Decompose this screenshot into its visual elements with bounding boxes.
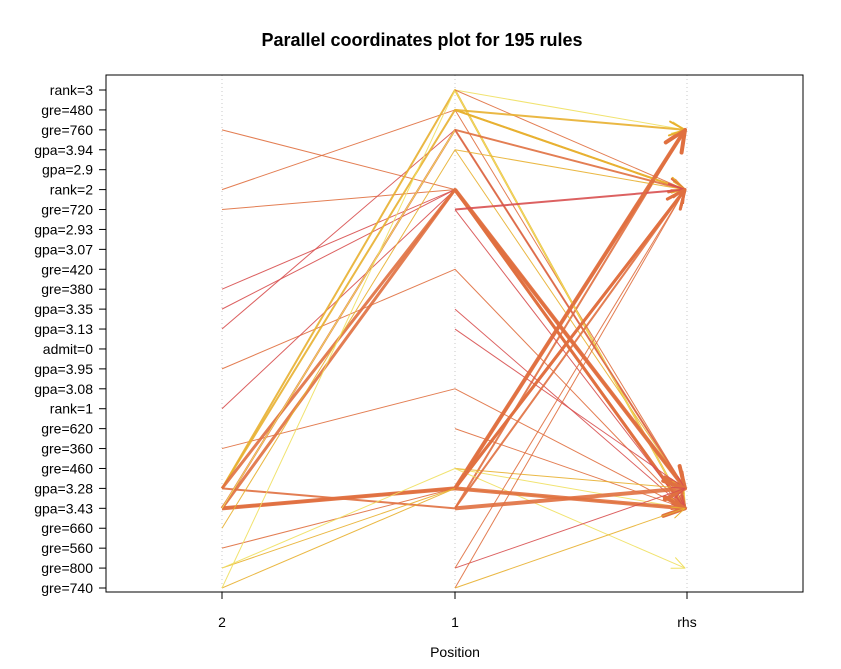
single-rule-line-10 — [454, 209, 686, 509]
y-tick-label: gpa=3.08 — [34, 381, 93, 397]
grid-layer — [221, 75, 688, 592]
rule-line-10 — [221, 108, 686, 489]
y-tick-label: rank=1 — [50, 401, 93, 417]
rule-line-17 — [221, 129, 686, 509]
y-tick-label: gre=800 — [41, 560, 93, 576]
single-rule-line-14 — [454, 467, 686, 489]
y-tick-label: gre=760 — [41, 122, 93, 138]
y-tick-label: gre=620 — [41, 421, 93, 437]
y-tick-label: gre=420 — [41, 261, 93, 277]
single-rule-line-15-arrowhead — [670, 557, 686, 569]
y-tick-label: gre=740 — [41, 580, 93, 596]
y-tick-label: gpa=2.93 — [34, 221, 93, 237]
y-tick-label: gpa=3.95 — [34, 361, 93, 377]
y-tick-label: gre=720 — [41, 202, 93, 218]
single-rule-line-4 — [454, 128, 686, 191]
single-rule-line-3 — [454, 108, 686, 191]
single-rule-line-22 — [454, 189, 686, 569]
single-rule-line-16 — [453, 129, 687, 490]
x-tick-label: rhs — [677, 614, 696, 630]
single-rule-line-0 — [454, 89, 686, 131]
plot-frame — [105, 74, 804, 593]
y-tick-label: gre=360 — [41, 441, 93, 457]
y-tick-label: gre=480 — [41, 102, 93, 118]
y-tick-label: gpa=3.43 — [34, 500, 93, 516]
rule-line-15 — [221, 128, 687, 511]
x-axis: 2 1 rhs — [218, 592, 697, 630]
x-axis-title: Position — [430, 644, 480, 660]
single-rule-line-16-arrowhead — [666, 128, 687, 152]
single-rule-line-24-arrowhead — [670, 506, 686, 519]
single-rule-line-13 — [454, 428, 686, 509]
y-tick-label: gre=660 — [41, 520, 93, 536]
y-tick-label: gre=560 — [41, 540, 93, 556]
rule-line-1 — [221, 109, 686, 489]
y-tick-label: gpa=3.35 — [34, 301, 93, 317]
rule-line-14 — [221, 128, 686, 509]
y-tick-label: rank=3 — [50, 82, 93, 98]
single-rule-line-24 — [454, 507, 686, 589]
rule-line-19 — [221, 487, 686, 549]
single-rule-line-20 — [454, 189, 686, 509]
y-tick-label: gpa=3.13 — [34, 321, 93, 337]
rule-lines-layer — [220, 89, 687, 589]
x-tick-label: 2 — [218, 614, 226, 630]
y-tick-label: gre=380 — [41, 281, 93, 297]
y-axis: rank=3 gre=480 gre=760 gpa=3.94 gpa=2.9 rank=… — [34, 82, 106, 596]
single-rule-line-2 — [454, 108, 686, 131]
single-rule-line-6 — [454, 149, 686, 191]
chart-title: Parallel coordinates plot for 195 rules — [261, 30, 582, 50]
single-rule-line-12 — [454, 328, 686, 489]
y-tick-label: gpa=3.94 — [34, 142, 93, 158]
rule-line-12 — [221, 129, 686, 510]
rule-line-0 — [221, 129, 686, 509]
y-tick-label: gpa=3.07 — [34, 241, 93, 257]
rule-line-8 — [221, 388, 686, 509]
y-tick-label: admit=0 — [43, 341, 93, 357]
single-rule-line-21 — [454, 487, 686, 569]
x-tick-label: 1 — [451, 614, 459, 630]
single-rule-line-1 — [454, 89, 686, 191]
single-rule-line-21-arrowhead — [670, 486, 686, 499]
y-tick-label: rank=2 — [50, 182, 93, 198]
rule-line-21 — [221, 467, 686, 569]
single-rule-line-23-arrowhead — [673, 189, 686, 205]
y-tick-label: gre=460 — [41, 460, 93, 476]
single-rule-line-9 — [454, 188, 686, 211]
single-rule-line-17 — [453, 188, 687, 490]
y-tick-label: gpa=2.9 — [42, 162, 93, 178]
y-tick-label: gpa=3.28 — [34, 480, 93, 496]
single-rule-line-15 — [454, 468, 686, 569]
single-rule-line-23 — [454, 189, 686, 589]
